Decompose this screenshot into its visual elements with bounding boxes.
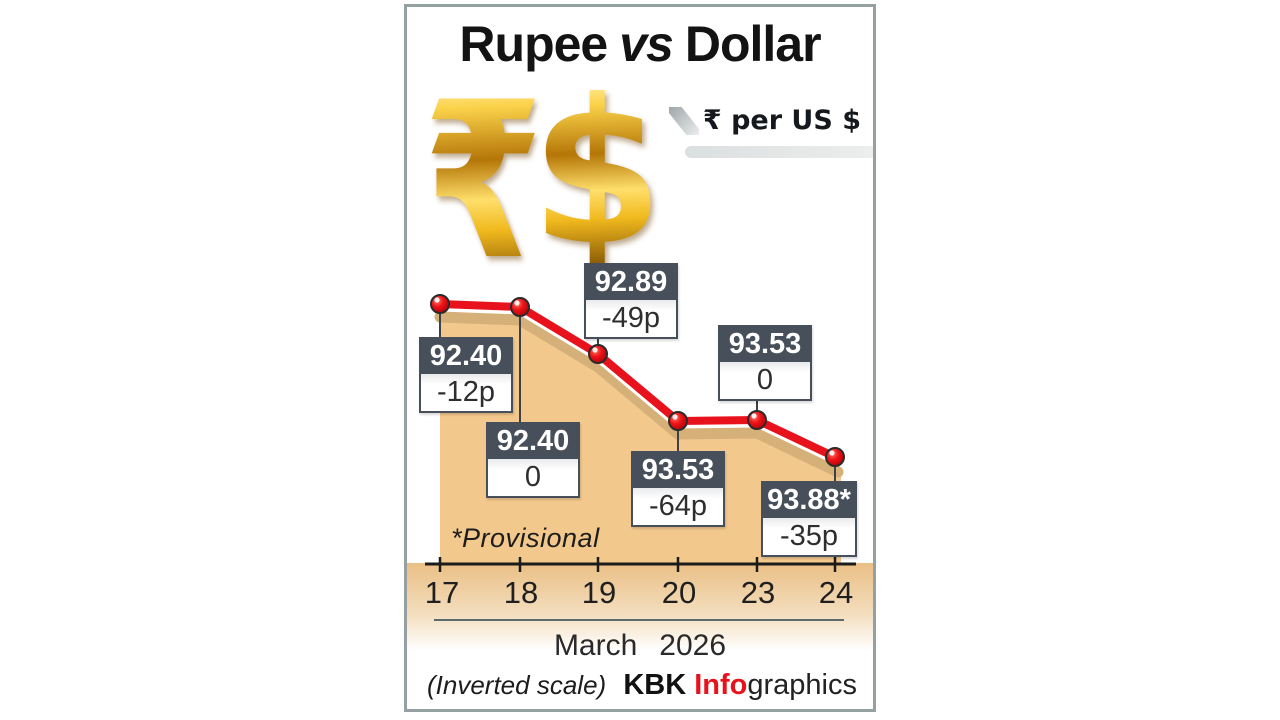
x-axis bbox=[425, 557, 856, 572]
point-label-23: 93.53 0 bbox=[718, 325, 812, 401]
data-point-24 bbox=[825, 447, 845, 467]
title-word-rupee: Rupee bbox=[459, 16, 608, 72]
area-fill bbox=[440, 317, 841, 563]
data-point-23 bbox=[747, 410, 767, 430]
data-point-markers bbox=[430, 294, 845, 467]
title-word-dollar: Dollar bbox=[684, 16, 822, 72]
point-value: 93.88* bbox=[763, 483, 855, 518]
credit-line: KBK Infographics bbox=[623, 669, 857, 702]
credit-graphics: graphics bbox=[747, 669, 857, 701]
footer-divider bbox=[434, 619, 844, 621]
year-label: 2026 bbox=[659, 629, 727, 662]
point-change: 0 bbox=[720, 362, 810, 399]
x-axis-title: March 2026 bbox=[407, 629, 873, 663]
credit-kbk: KBK bbox=[623, 669, 695, 701]
data-point-19 bbox=[588, 344, 608, 364]
point-value: 93.53 bbox=[720, 327, 810, 362]
point-label-18: 92.40 0 bbox=[486, 422, 580, 498]
data-point-18 bbox=[510, 297, 530, 317]
inverted-scale-note: (Inverted scale) bbox=[427, 670, 607, 700]
x-tick-17: 17 bbox=[424, 575, 460, 610]
footer: (Inverted scale) KBK Infographics bbox=[427, 669, 857, 702]
x-tick-19: 19 bbox=[581, 575, 617, 610]
point-value: 93.53 bbox=[633, 453, 723, 488]
title-word-vs: vs bbox=[619, 16, 674, 72]
x-tick-20: 20 bbox=[661, 575, 697, 610]
gold-rupee-icon: ₹ bbox=[423, 56, 544, 307]
point-label-24: 93.88* -35p bbox=[761, 481, 857, 557]
gold-dollar-icon: $ bbox=[531, 57, 664, 290]
trend-line bbox=[436, 300, 839, 461]
point-change: -12p bbox=[421, 374, 511, 411]
credit-info: Info bbox=[694, 669, 748, 701]
data-point-17 bbox=[430, 294, 450, 314]
point-change: 0 bbox=[488, 459, 578, 496]
page-title: Rupee vs Dollar bbox=[407, 17, 873, 72]
month-label: March bbox=[553, 629, 638, 662]
axis-gradient-strip bbox=[407, 563, 873, 655]
point-label-17: 92.40 -12p bbox=[419, 337, 513, 413]
point-value: 92.40 bbox=[421, 339, 511, 374]
point-label-20: 93.53 -64p bbox=[631, 451, 725, 527]
x-tick-18: 18 bbox=[503, 575, 539, 610]
point-change: -64p bbox=[633, 488, 723, 525]
x-tick-23: 23 bbox=[740, 575, 776, 610]
x-tick-24: 24 bbox=[818, 575, 854, 610]
provisional-note: *Provisional bbox=[451, 523, 600, 553]
point-value: 92.40 bbox=[488, 424, 578, 459]
infographic-card: Rupee vs Dollar ₹ $ ₹ per US $ bbox=[404, 4, 876, 712]
point-value: 92.89 bbox=[586, 265, 676, 300]
point-change: -35p bbox=[763, 518, 855, 555]
area-edge bbox=[434, 311, 844, 478]
data-point-20 bbox=[668, 411, 688, 431]
unit-underline-bar bbox=[685, 146, 873, 158]
unit-label: ₹ per US $ bbox=[702, 105, 861, 136]
point-label-19: 92.89 -49p bbox=[584, 263, 678, 339]
exchange-rate-chart bbox=[425, 294, 856, 572]
point-change: -49p bbox=[586, 300, 676, 337]
